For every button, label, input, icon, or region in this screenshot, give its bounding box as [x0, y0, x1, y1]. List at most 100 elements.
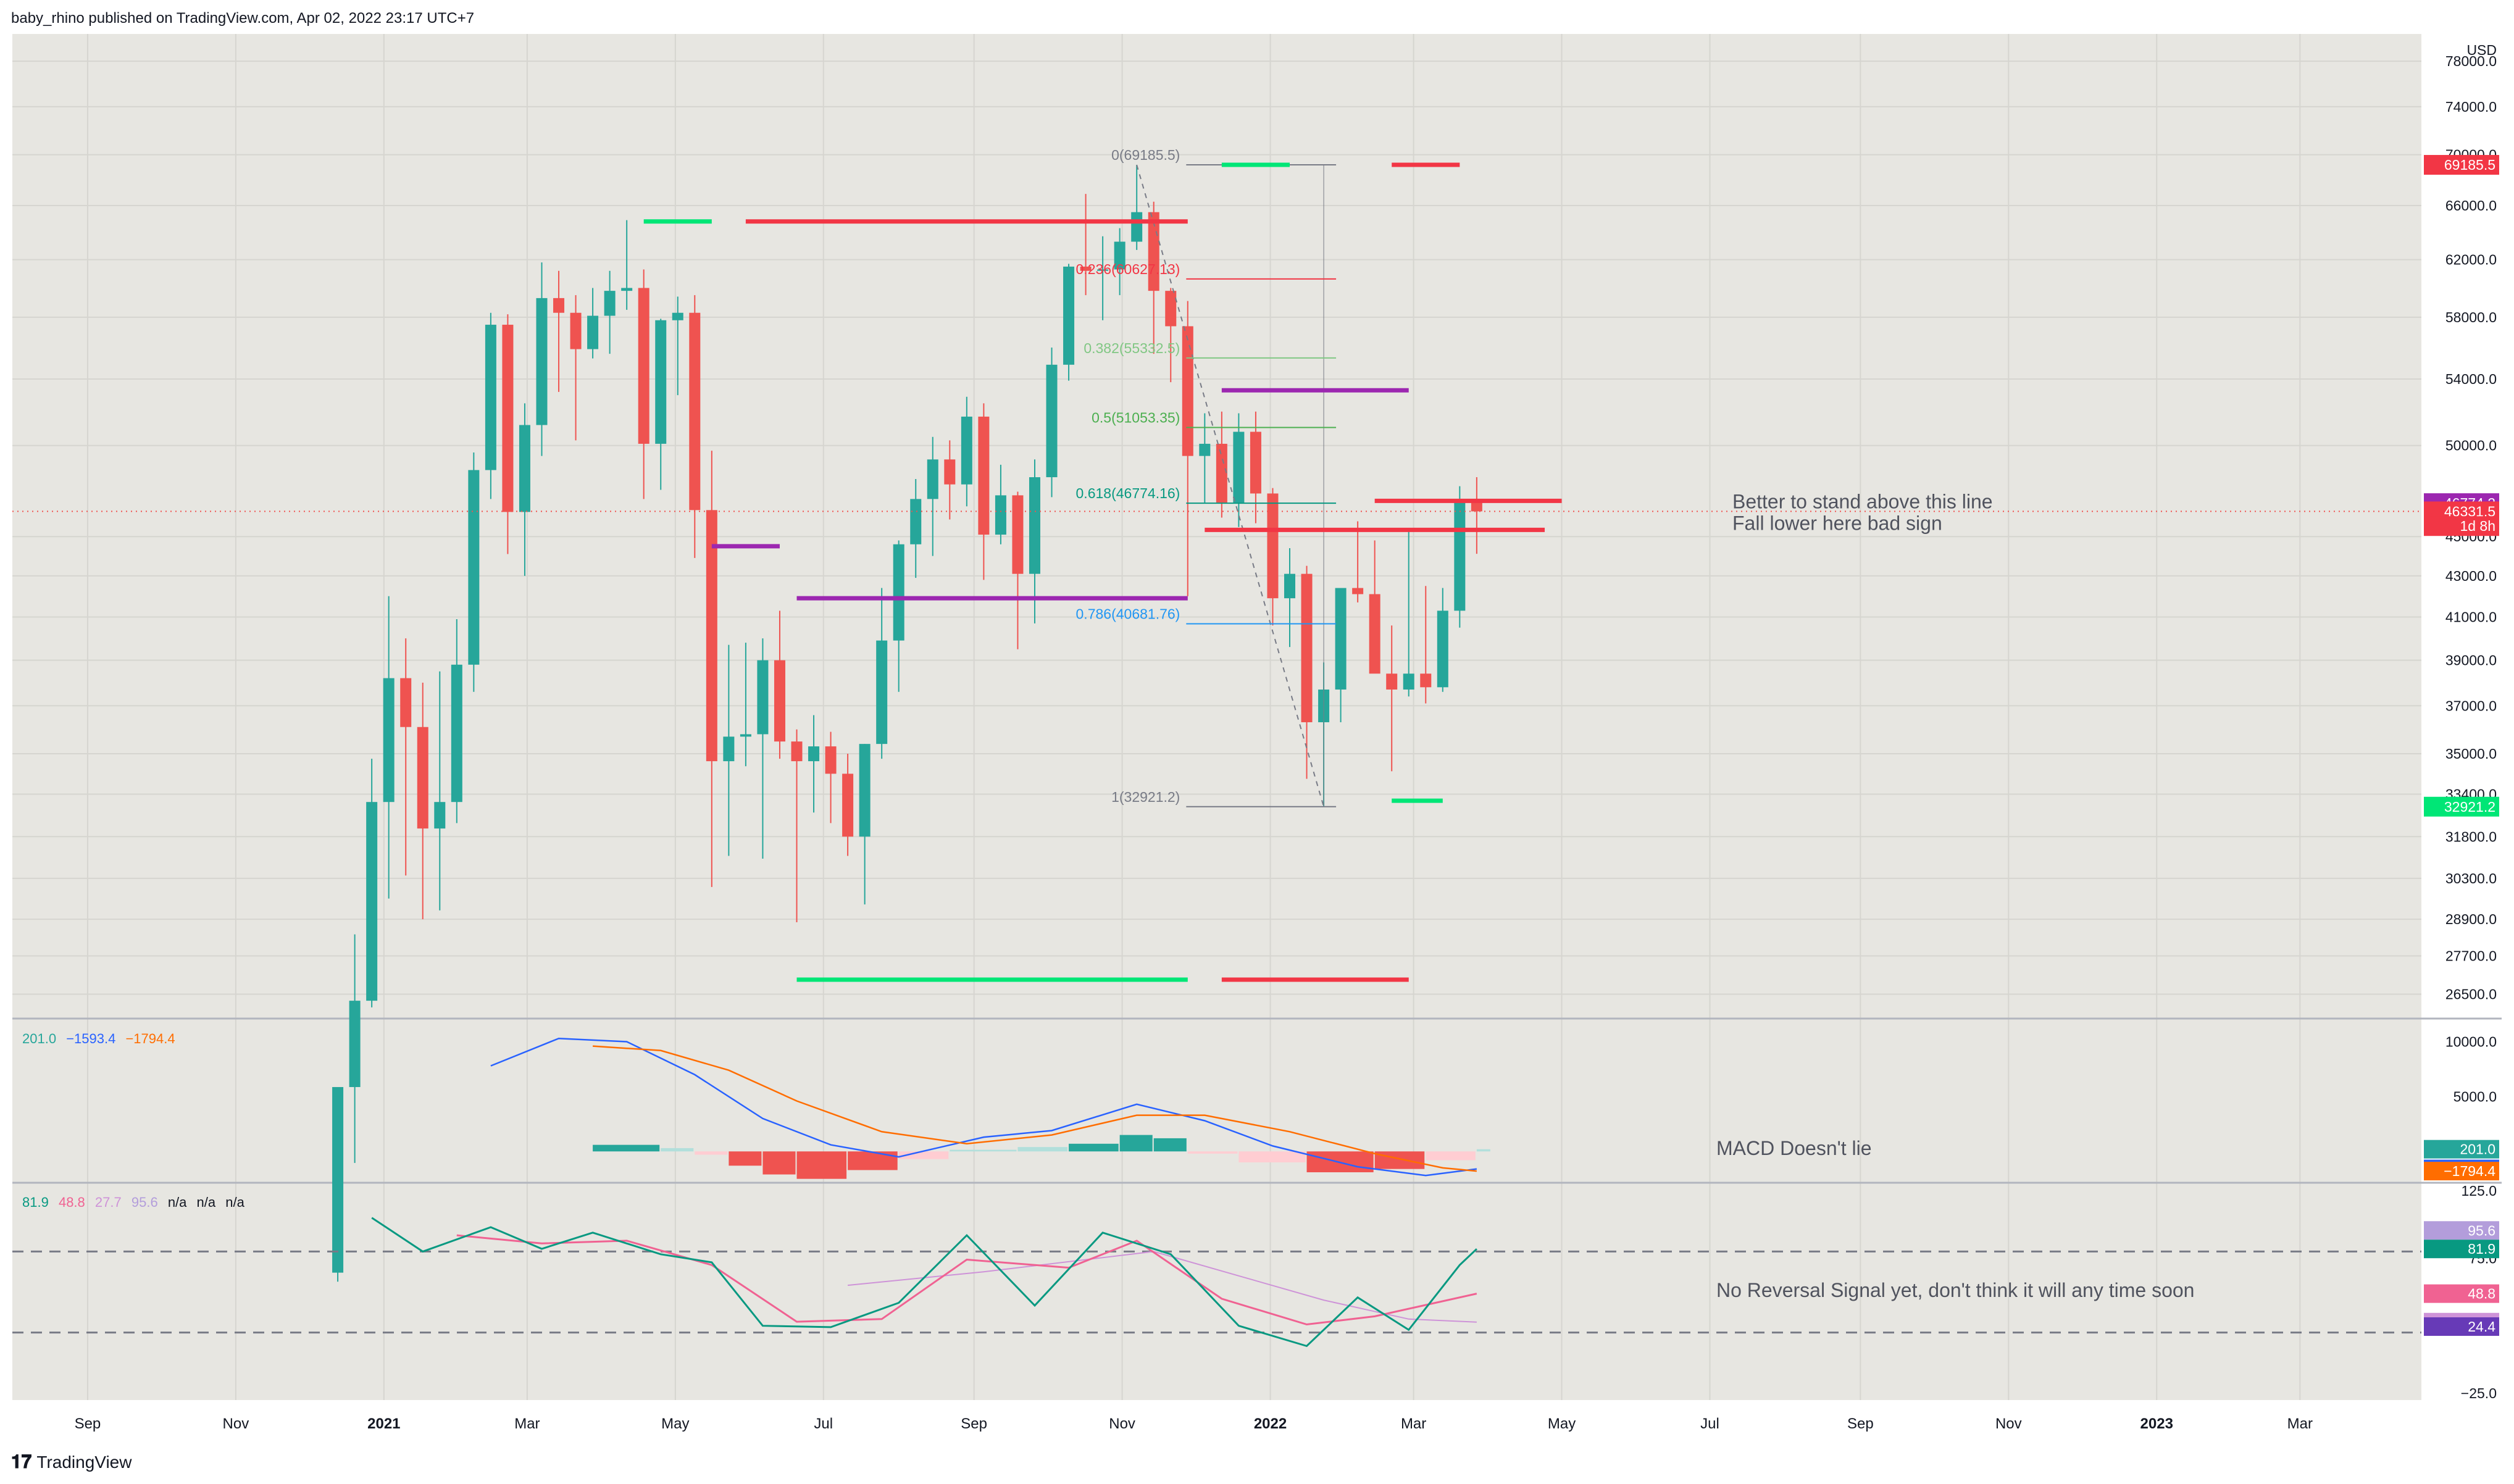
macd-badge-label: −1593.4 — [2444, 1161, 2495, 1177]
candle-body — [400, 678, 412, 727]
candle-body — [366, 802, 378, 1001]
price-badge-label: 46331.5 — [2444, 503, 2495, 519]
candle-body — [434, 802, 446, 829]
price-badge-label: 1d 8h — [2460, 518, 2495, 534]
rsi-badge — [2424, 1284, 2499, 1303]
candle-body — [621, 288, 633, 291]
candle-body — [1250, 431, 1261, 494]
macd-histogram-bar — [593, 1144, 660, 1152]
price-tick-label: 78000.0 — [2445, 53, 2497, 69]
ohlc-low: L44111.0 — [459, 44, 515, 60]
candle-body — [349, 1001, 361, 1087]
price-tick-label: 58000.0 — [2445, 309, 2497, 325]
candle-body — [1318, 690, 1330, 722]
candle-body — [1216, 443, 1227, 503]
time-tick-label: 2021 — [367, 1415, 400, 1432]
candle-body — [638, 288, 649, 444]
time-tick-label: Sep — [1847, 1415, 1874, 1432]
brand-name: TradingView — [36, 1453, 132, 1472]
price-tick-label: 70000.0 — [2445, 147, 2497, 163]
candle-body — [1148, 212, 1159, 291]
price-tick-label: 50000.0 — [2445, 438, 2497, 454]
macd-line-value: −1593.4 — [66, 1031, 116, 1046]
candle-body — [383, 678, 395, 802]
candle-body — [995, 495, 1006, 535]
fib-level-label: 1(32921.2) — [1111, 789, 1180, 805]
candle-body — [1080, 266, 1092, 271]
rsi-badge-label: 95.6 — [2468, 1222, 2495, 1238]
price-tick-label: 62000.0 — [2445, 252, 2497, 268]
price-tick-label: 35000.0 — [2445, 746, 2497, 762]
rsi-signal-line — [848, 1251, 1477, 1323]
candle-body — [332, 1086, 344, 1273]
candle-body — [689, 312, 701, 511]
candle-body — [1114, 241, 1125, 270]
rsi-tick-label: 125.0 — [2461, 1183, 2497, 1199]
macd-tick-label: 5000.0 — [2453, 1088, 2497, 1104]
price-tick-label: 66000.0 — [2445, 198, 2497, 214]
rsi-value-4: 95.6 — [131, 1194, 158, 1210]
rsi-badge — [2424, 1221, 2499, 1240]
macd-histogram-bar — [729, 1151, 762, 1166]
macd-badge — [2424, 1159, 2499, 1178]
rsi-value-2: 48.8 — [58, 1194, 85, 1210]
price-tick-label: 30300.0 — [2445, 870, 2497, 886]
macd-badge — [2424, 1162, 2499, 1181]
macd-histogram-bar — [1238, 1151, 1306, 1163]
tradingview-brand[interactable]: 𝟏𝟕 TradingView — [11, 1452, 132, 1473]
time-axis-background — [12, 1400, 2421, 1448]
candle-body — [1284, 573, 1296, 599]
candle-body — [1471, 502, 1482, 512]
rsi-tick-label: 75.0 — [2469, 1250, 2497, 1266]
candle-body — [961, 416, 972, 485]
rsi-badge-label: 27.7 — [2468, 1314, 2495, 1330]
candle-body — [1369, 594, 1380, 674]
macd-histogram-bar — [1119, 1135, 1153, 1152]
price-tick-label: 39000.0 — [2445, 652, 2497, 669]
levels-legend: 69185.5 32921.2 46774.2 — [22, 65, 196, 81]
candle-body — [1165, 291, 1177, 327]
candle-body — [519, 425, 530, 512]
price-tick-label: 41000.0 — [2445, 609, 2497, 625]
macd-histogram-bar — [1306, 1151, 1374, 1173]
candle-body — [1233, 431, 1245, 503]
candle-body — [927, 459, 938, 499]
time-tick-label: Sep — [75, 1415, 101, 1432]
candle-body — [1046, 364, 1058, 478]
price-tick-label: 33400.0 — [2445, 786, 2497, 802]
price-badge-label: 32921.2 — [2444, 799, 2495, 815]
candle-body — [808, 746, 820, 762]
fib-level-label: 0.618(46774.16) — [1076, 485, 1180, 501]
macd-badge-label: 201.0 — [2460, 1141, 2495, 1157]
candle-body — [451, 664, 462, 802]
rsi-legend: 81.9 48.8 27.7 95.6 n/a n/a n/a — [22, 1194, 251, 1211]
candle-body — [1097, 269, 1109, 271]
fib-level-label: 0.786(40681.76) — [1076, 606, 1180, 622]
time-tick-label: 2023 — [2140, 1415, 2173, 1432]
candle-body — [485, 325, 496, 470]
rsi-badge-label: 48.8 — [2468, 1286, 2495, 1302]
macd-badge — [2424, 1140, 2499, 1159]
candle-body — [859, 744, 871, 837]
price-badge — [2424, 501, 2499, 522]
candle-body — [944, 459, 956, 485]
rsi-d-line — [456, 1234, 1477, 1326]
level-high: 69185.5 — [22, 65, 72, 81]
macd-histogram-bar — [1017, 1147, 1068, 1152]
price-badge — [2424, 796, 2499, 817]
price-tick-label: 74000.0 — [2445, 99, 2497, 115]
price-tick-label: 54000.0 — [2445, 371, 2497, 387]
rsi-badge — [2424, 1240, 2499, 1259]
candle-body — [825, 746, 837, 774]
candle-body — [1131, 212, 1143, 242]
time-tick-label: Nov — [1995, 1415, 2022, 1432]
symbol-name: BTC Perpetual Futures Contract, 1W, BINA… — [22, 44, 312, 60]
macd-histogram-bar — [1476, 1149, 1490, 1152]
candle-body — [910, 499, 922, 544]
macd-legend: 201.0 −1593.4 −1794.4 — [22, 1031, 182, 1047]
annotation-text: Fall lower here bad sign — [1732, 512, 1942, 534]
price-badge — [2424, 155, 2499, 175]
axis-background — [2421, 34, 2502, 1448]
